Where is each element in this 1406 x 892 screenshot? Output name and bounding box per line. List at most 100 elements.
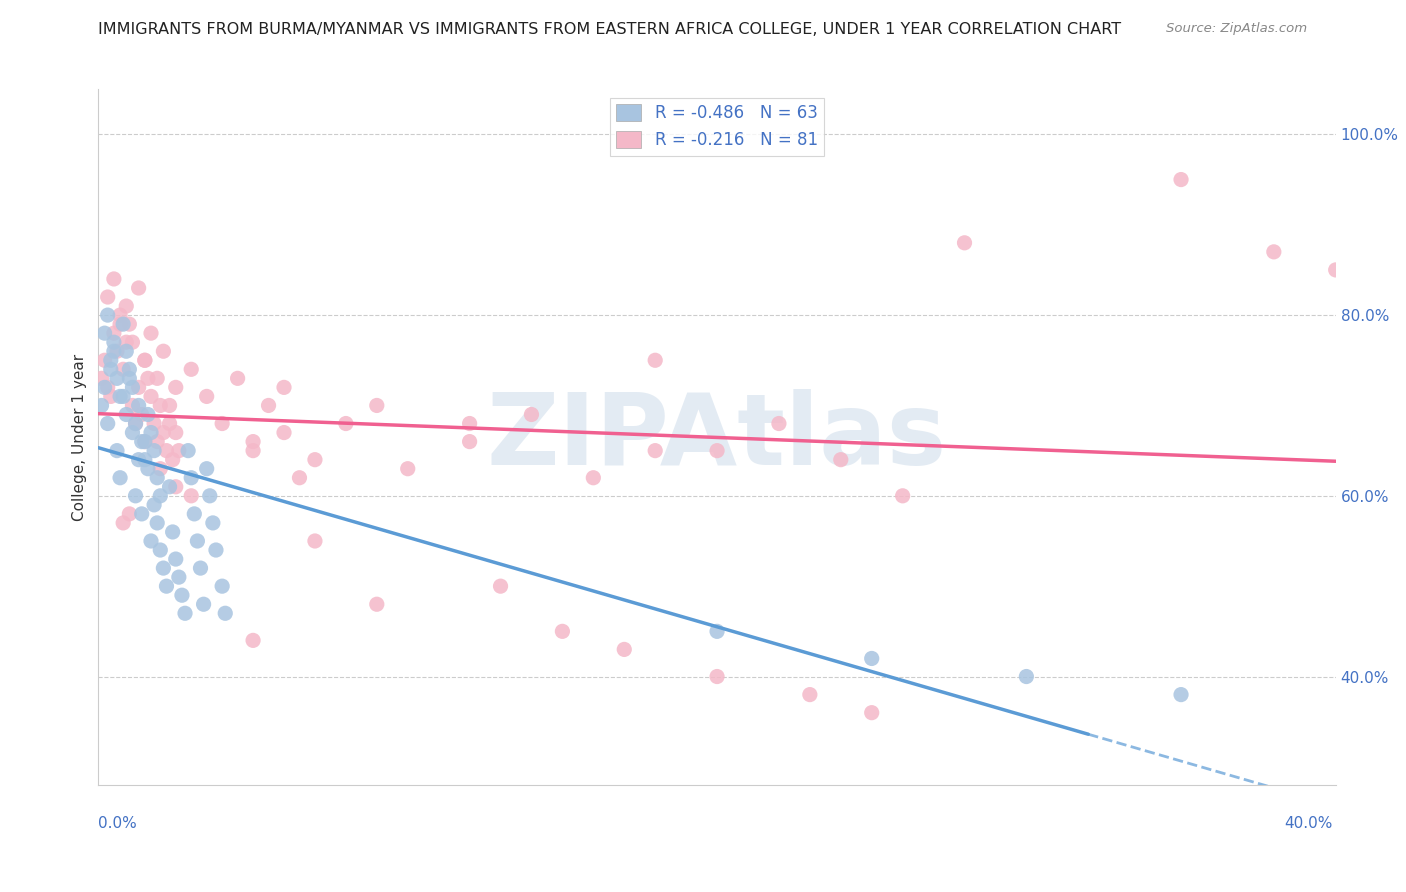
Point <box>97 380 120 394</box>
Point <box>93 326 115 341</box>
Point <box>131 408 153 422</box>
Point <box>165 380 187 394</box>
Point <box>830 452 852 467</box>
Point <box>366 399 388 413</box>
Point <box>93 353 115 368</box>
Point <box>97 290 120 304</box>
Point <box>90 371 112 385</box>
Point <box>152 425 174 440</box>
Point <box>582 471 605 485</box>
Point <box>143 443 166 458</box>
Text: Source: ZipAtlas.com: Source: ZipAtlas.com <box>1167 22 1308 36</box>
Point <box>152 561 174 575</box>
Point <box>183 507 205 521</box>
Point <box>152 344 174 359</box>
Point <box>143 417 166 431</box>
Point <box>124 489 146 503</box>
Point <box>155 443 177 458</box>
Point <box>174 607 197 621</box>
Point <box>799 688 821 702</box>
Point <box>97 308 120 322</box>
Point <box>146 516 169 530</box>
Point <box>93 380 115 394</box>
Point <box>613 642 636 657</box>
Point <box>108 308 131 322</box>
Point <box>162 452 184 467</box>
Point <box>136 371 159 385</box>
Point <box>149 543 172 558</box>
Text: 0.0%: 0.0% <box>98 816 138 831</box>
Text: ZIPAtlas: ZIPAtlas <box>486 389 948 485</box>
Point <box>134 353 156 368</box>
Text: 40.0%: 40.0% <box>1285 816 1333 831</box>
Point <box>177 443 200 458</box>
Point <box>198 489 221 503</box>
Point <box>1170 688 1192 702</box>
Text: IMMIGRANTS FROM BURMA/MYANMAR VS IMMIGRANTS FROM EASTERN AFRICA COLLEGE, UNDER 1: IMMIGRANTS FROM BURMA/MYANMAR VS IMMIGRA… <box>98 22 1122 37</box>
Point <box>121 399 143 413</box>
Point <box>128 452 150 467</box>
Point <box>115 408 138 422</box>
Point <box>112 362 135 376</box>
Point <box>226 371 249 385</box>
Point <box>143 498 166 512</box>
Point <box>180 471 202 485</box>
Point <box>155 579 177 593</box>
Point <box>396 461 419 475</box>
Point <box>139 326 162 341</box>
Point <box>159 480 181 494</box>
Point <box>97 417 120 431</box>
Point <box>136 408 159 422</box>
Point <box>211 417 233 431</box>
Point <box>1170 172 1192 186</box>
Point <box>180 362 202 376</box>
Point <box>242 633 264 648</box>
Point <box>134 434 156 449</box>
Point <box>860 706 883 720</box>
Point <box>159 417 181 431</box>
Point <box>121 380 143 394</box>
Point <box>134 353 156 368</box>
Point <box>242 443 264 458</box>
Point <box>162 524 184 539</box>
Point <box>195 389 218 403</box>
Point <box>768 417 790 431</box>
Point <box>458 434 481 449</box>
Point <box>706 624 728 639</box>
Point <box>115 335 138 350</box>
Point <box>115 299 138 313</box>
Point <box>124 417 146 431</box>
Point <box>195 461 218 475</box>
Point <box>1015 669 1038 683</box>
Point <box>121 425 143 440</box>
Point <box>128 281 150 295</box>
Point <box>257 399 280 413</box>
Point <box>170 588 193 602</box>
Point <box>112 516 135 530</box>
Point <box>115 344 138 359</box>
Point <box>139 389 162 403</box>
Point <box>458 417 481 431</box>
Point <box>304 533 326 548</box>
Point <box>190 561 212 575</box>
Point <box>139 533 162 548</box>
Point <box>118 362 141 376</box>
Point <box>131 507 153 521</box>
Point <box>108 317 131 331</box>
Point <box>335 417 357 431</box>
Point <box>105 443 128 458</box>
Point <box>128 399 150 413</box>
Point <box>134 452 156 467</box>
Point <box>273 425 295 440</box>
Point <box>1324 263 1347 277</box>
Point <box>167 570 190 584</box>
Point <box>201 516 224 530</box>
Point <box>211 579 233 593</box>
Point <box>706 669 728 683</box>
Point <box>131 434 153 449</box>
Point <box>167 443 190 458</box>
Point <box>136 461 159 475</box>
Point <box>706 443 728 458</box>
Point <box>165 480 187 494</box>
Point <box>644 353 666 368</box>
